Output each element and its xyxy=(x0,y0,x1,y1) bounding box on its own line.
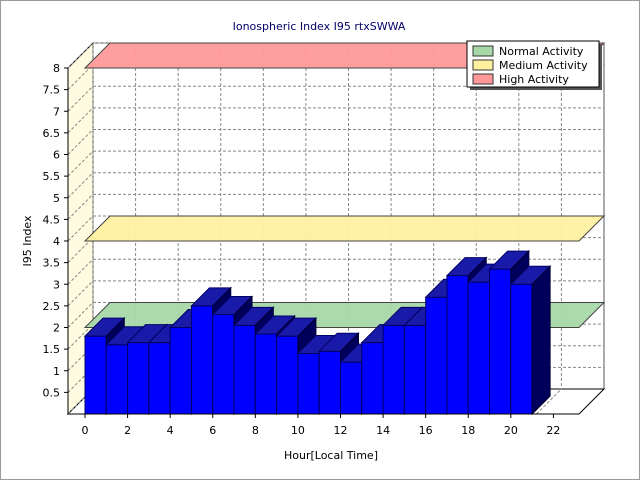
bar-series xyxy=(83,249,552,416)
bar-side xyxy=(531,265,551,416)
y-gridline-side xyxy=(67,42,94,69)
x-tick-label: 20 xyxy=(504,424,518,437)
x-tick-label: 2 xyxy=(124,424,131,437)
bar-front xyxy=(212,314,235,415)
bar-front xyxy=(84,335,107,415)
y-gridline-side xyxy=(67,150,94,177)
bar-front xyxy=(127,342,150,415)
legend-swatch xyxy=(472,73,494,85)
y-tick-label: 6 xyxy=(53,149,60,162)
x-tick-label: 4 xyxy=(167,424,174,437)
y-tick-label: 4.5 xyxy=(43,213,61,226)
y-tick-label: 8 xyxy=(53,62,60,75)
x-axis-ticks: 0 2 4 6 8 10 12 14 16 18 20 22 xyxy=(68,413,579,437)
y-gridline-side xyxy=(67,302,94,328)
y-gridline-side xyxy=(67,172,94,199)
y-gridline-side xyxy=(67,107,94,134)
y-tick-label: 2.5 xyxy=(43,300,61,313)
y-tick-label: 7.5 xyxy=(43,84,61,97)
y-tick-label: 2 xyxy=(53,322,60,335)
y-tick-label: 3.5 xyxy=(43,257,61,270)
y-axis-ticks: 0.5 1 1.5 2 2.5 3 3.5 4 4.5 5 5.5 6 6.5 7 7.5 8 xyxy=(43,62,69,414)
y-gridline-side xyxy=(67,129,94,155)
bar-front xyxy=(276,335,299,415)
y-tick-label: 0.5 xyxy=(43,386,61,399)
legend-swatch xyxy=(472,45,494,57)
y-tick-label: 5 xyxy=(53,192,60,205)
bar-front xyxy=(489,268,512,415)
y-gridline-side xyxy=(67,85,94,112)
y-gridline-side xyxy=(67,258,94,285)
y-tick-label: 7 xyxy=(53,105,60,118)
chart-title: Ionospheric Index I95 rtxSWWA xyxy=(233,20,406,33)
legend-label: High Activity xyxy=(499,73,569,86)
bar-front xyxy=(190,305,214,415)
x-tick-label: 18 xyxy=(461,424,475,437)
legend-label: Medium Activity xyxy=(499,59,588,72)
bar-front xyxy=(254,333,278,415)
y-gridline-side xyxy=(67,367,94,393)
y-gridline-side xyxy=(67,280,94,307)
x-tick-label: 16 xyxy=(419,424,433,437)
y-gridline-side xyxy=(67,215,94,242)
bar-front xyxy=(467,281,491,415)
y-gridline-side xyxy=(67,64,94,90)
bar-front xyxy=(340,361,363,415)
x-tick-label: 12 xyxy=(334,424,348,437)
x-tick-label: 6 xyxy=(209,424,216,437)
y-tick-label: 6.5 xyxy=(43,127,61,140)
y-axis-label: I95 Index xyxy=(21,215,34,267)
y-tick-label: 5.5 xyxy=(43,170,61,183)
bar-front xyxy=(105,344,129,415)
y-gridline-side xyxy=(67,237,94,263)
x-tick-label: 10 xyxy=(291,424,305,437)
activity-band xyxy=(83,215,606,242)
y-tick-label: 1.5 xyxy=(43,343,61,356)
y-gridline-side xyxy=(67,194,94,220)
x-tick-label: 22 xyxy=(546,424,560,437)
bar-front xyxy=(361,342,384,415)
x-tick-label: 8 xyxy=(252,424,259,437)
legend-swatch xyxy=(472,59,494,71)
y-tick-label: 4 xyxy=(53,235,60,248)
bar-front xyxy=(425,296,448,415)
y-gridline-side xyxy=(67,323,94,350)
x-tick-label: 0 xyxy=(82,424,89,437)
legend-label: Normal Activity xyxy=(499,45,584,58)
bar-front xyxy=(148,342,171,415)
y-gridline-side xyxy=(67,345,94,372)
x-gridline-floor xyxy=(536,388,562,415)
x-tick-label: 14 xyxy=(376,424,390,437)
bar-front xyxy=(233,324,256,415)
bar-front xyxy=(382,324,405,415)
bar-front xyxy=(318,350,342,415)
x-gridline-floor xyxy=(67,388,94,415)
bar-front xyxy=(446,275,469,415)
y-tick-label: 1 xyxy=(53,365,60,378)
bar-front xyxy=(510,283,533,415)
bar-front xyxy=(169,327,192,415)
bar-front xyxy=(297,352,320,415)
bar-front xyxy=(403,324,427,415)
x-axis-label: Hour[Local Time] xyxy=(284,449,378,462)
y-tick-label: 3 xyxy=(53,278,60,291)
bar xyxy=(509,265,552,416)
